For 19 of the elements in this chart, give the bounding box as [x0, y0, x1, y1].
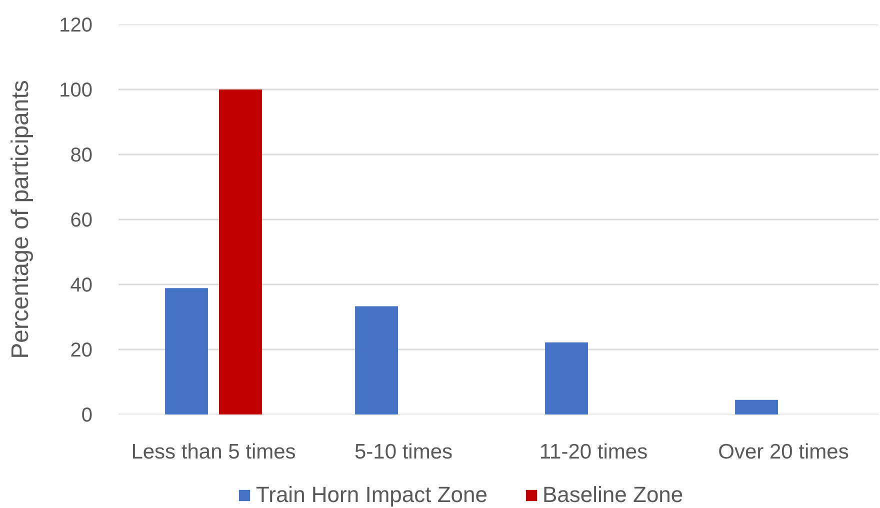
y-tick-label: 80 [70, 144, 93, 166]
x-tick-label: Less than 5 times [131, 440, 296, 464]
y-tick-label: 120 [59, 14, 93, 36]
y-tick-label: 100 [59, 80, 93, 102]
y-tick-label: 0 [81, 404, 92, 426]
x-tick-label: 5-10 times [354, 440, 453, 464]
bar [165, 288, 208, 414]
bar [545, 342, 588, 414]
legend-label: Train Horn Impact Zone [256, 482, 488, 508]
legend-label: Baseline Zone [542, 482, 684, 508]
x-tick-label: Over 20 times [718, 440, 849, 464]
y-axis-title: Percentage of participants [7, 80, 34, 359]
y-tick-label: 60 [70, 210, 93, 232]
x-tick-label: 11-20 times [539, 440, 648, 464]
bar [735, 400, 778, 414]
y-tick-label: 40 [70, 274, 93, 296]
bar [355, 306, 398, 414]
bar [219, 90, 262, 414]
y-tick-label: 20 [70, 340, 93, 362]
